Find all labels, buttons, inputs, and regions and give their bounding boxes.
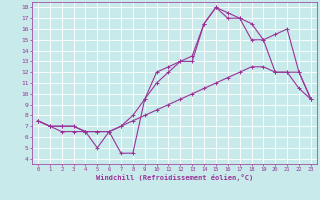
X-axis label: Windchill (Refroidissement éolien,°C): Windchill (Refroidissement éolien,°C) (96, 174, 253, 181)
